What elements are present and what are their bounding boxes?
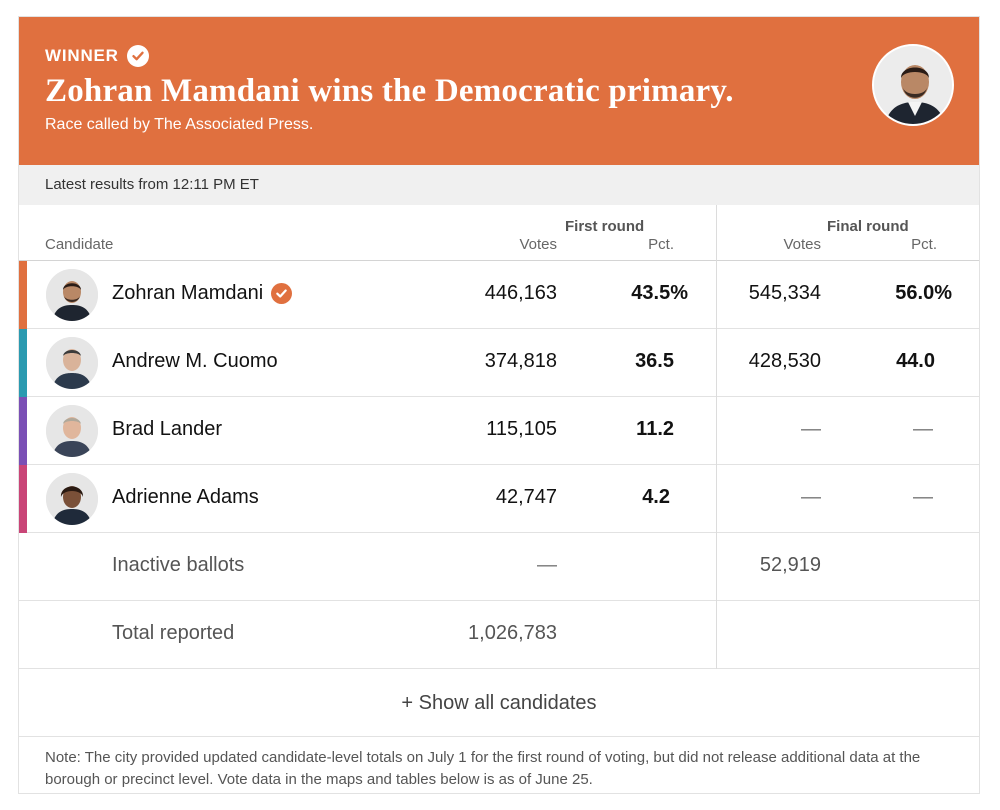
- final-round-pct: 44.0: [896, 350, 935, 373]
- final-round-votes: 545,334: [749, 282, 821, 305]
- final-round-pct: —: [913, 418, 933, 441]
- header-first-round: First round: [565, 218, 644, 235]
- inactive-ballots-label: Inactive ballots: [112, 554, 244, 577]
- first-round-pct: 11.2: [636, 418, 674, 441]
- show-all-candidates-button[interactable]: + Show all candidates: [19, 669, 979, 737]
- results-card: WINNER Zohran Mamdani wins the Democrati…: [18, 16, 980, 794]
- avatar: [46, 473, 98, 525]
- first-round-votes: 42,747: [496, 486, 557, 509]
- winner-check-icon: [271, 283, 292, 304]
- check-icon: [127, 45, 149, 67]
- final-round-votes: —: [801, 486, 821, 509]
- table-row: Adrienne Adams 42,747 4.2 — —: [19, 465, 979, 533]
- first-round-votes: 374,818: [485, 350, 557, 373]
- winner-label: WINNER: [45, 46, 119, 66]
- header-final-votes: Votes: [783, 236, 821, 253]
- final-round-pct: —: [913, 486, 933, 509]
- table-row: Zohran Mamdani 446,163 43.5% 545,334 56.…: [19, 261, 979, 329]
- total-reported-row: Total reported 1,026,783: [19, 601, 979, 669]
- avatar: [46, 337, 98, 389]
- header-first-votes: Votes: [519, 236, 557, 253]
- final-round-votes: 428,530: [749, 350, 821, 373]
- winner-photo: [872, 44, 954, 126]
- candidate-name: Zohran Mamdani: [112, 282, 292, 305]
- race-called-by: Race called by The Associated Press.: [45, 116, 313, 134]
- headline: Zohran Mamdani wins the Democratic prima…: [45, 73, 734, 110]
- inactive-ballots-row: Inactive ballots — 52,919: [19, 533, 979, 601]
- header-final-pct: Pct.: [911, 236, 937, 253]
- first-round-votes: 446,163: [485, 282, 557, 305]
- table-header: Candidate First round Votes Pct. Final r…: [19, 205, 979, 261]
- results-note: Note: The city provided updated candidat…: [19, 737, 979, 791]
- table-row: Andrew M. Cuomo 374,818 36.5 428,530 44.…: [19, 329, 979, 397]
- winner-label-row: WINNER: [45, 45, 149, 67]
- candidate-name: Adrienne Adams: [112, 486, 259, 509]
- candidate-color-stripe: [19, 261, 27, 329]
- candidate-name: Andrew M. Cuomo: [112, 350, 278, 373]
- first-round-pct: 36.5: [635, 350, 674, 373]
- header-final-round: Final round: [827, 218, 909, 235]
- inactive-first-votes: —: [537, 554, 557, 577]
- candidate-color-stripe: [19, 465, 27, 533]
- final-round-votes: —: [801, 418, 821, 441]
- avatar: [46, 405, 98, 457]
- first-round-votes: 115,105: [486, 418, 557, 441]
- candidate-name: Brad Lander: [112, 418, 222, 441]
- candidate-color-stripe: [19, 397, 27, 465]
- total-first-votes: 1,026,783: [468, 622, 557, 645]
- header-candidate: Candidate: [45, 236, 113, 253]
- latest-results-bar: Latest results from 12:11 PM ET: [19, 165, 979, 205]
- winner-banner: WINNER Zohran Mamdani wins the Democrati…: [19, 17, 979, 165]
- candidate-color-stripe: [19, 329, 27, 397]
- avatar: [46, 269, 98, 321]
- round-divider: [716, 205, 717, 669]
- inactive-final-votes: 52,919: [760, 554, 821, 577]
- total-reported-label: Total reported: [112, 622, 234, 645]
- table-row: Brad Lander 115,105 11.2 — —: [19, 397, 979, 465]
- first-round-pct: 43.5%: [631, 282, 688, 305]
- first-round-pct: 4.2: [642, 486, 670, 509]
- header-first-pct: Pct.: [648, 236, 674, 253]
- final-round-pct: 56.0%: [895, 282, 952, 305]
- results-table: Candidate First round Votes Pct. Final r…: [19, 205, 979, 791]
